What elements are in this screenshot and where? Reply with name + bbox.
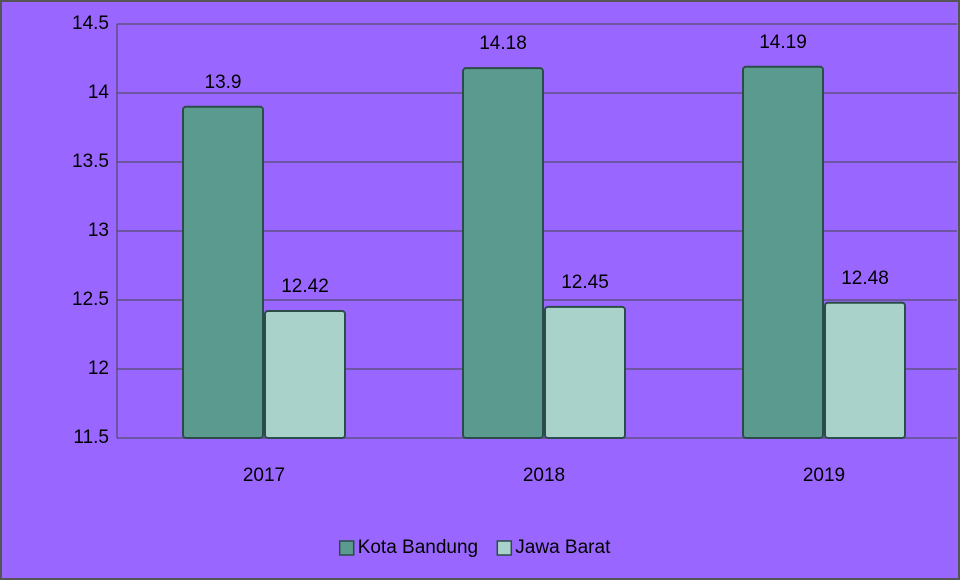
data-label: 14.18 <box>479 33 527 54</box>
y-tick-label: 13 <box>88 220 109 241</box>
bar <box>824 301 906 440</box>
data-label: 13.9 <box>205 72 242 93</box>
bar <box>544 305 626 439</box>
y-tick-label: 14.5 <box>72 13 109 34</box>
legend-swatch <box>338 540 355 556</box>
bar <box>264 310 346 440</box>
x-tick-label: 2017 <box>243 465 285 486</box>
data-label: 12.42 <box>281 276 329 297</box>
y-tick-label: 13.5 <box>72 151 109 172</box>
data-label: 12.48 <box>841 268 889 289</box>
data-label: 12.45 <box>561 272 609 293</box>
bar <box>742 65 824 439</box>
y-tick-label: 14 <box>88 82 110 103</box>
x-tick-label: 2019 <box>803 465 845 486</box>
legend-label: Kota Bandung <box>358 537 478 558</box>
y-tick-label: 11.5 <box>73 427 109 448</box>
legend-label: Jawa Barat <box>515 537 611 558</box>
bar <box>182 105 264 440</box>
data-label: 14.19 <box>759 32 807 53</box>
x-tick-label: 2018 <box>523 465 565 486</box>
y-tick-label: 12.5 <box>72 289 109 310</box>
bar <box>462 67 544 439</box>
y-tick-label: 12 <box>88 358 109 379</box>
legend-swatch <box>496 540 513 556</box>
